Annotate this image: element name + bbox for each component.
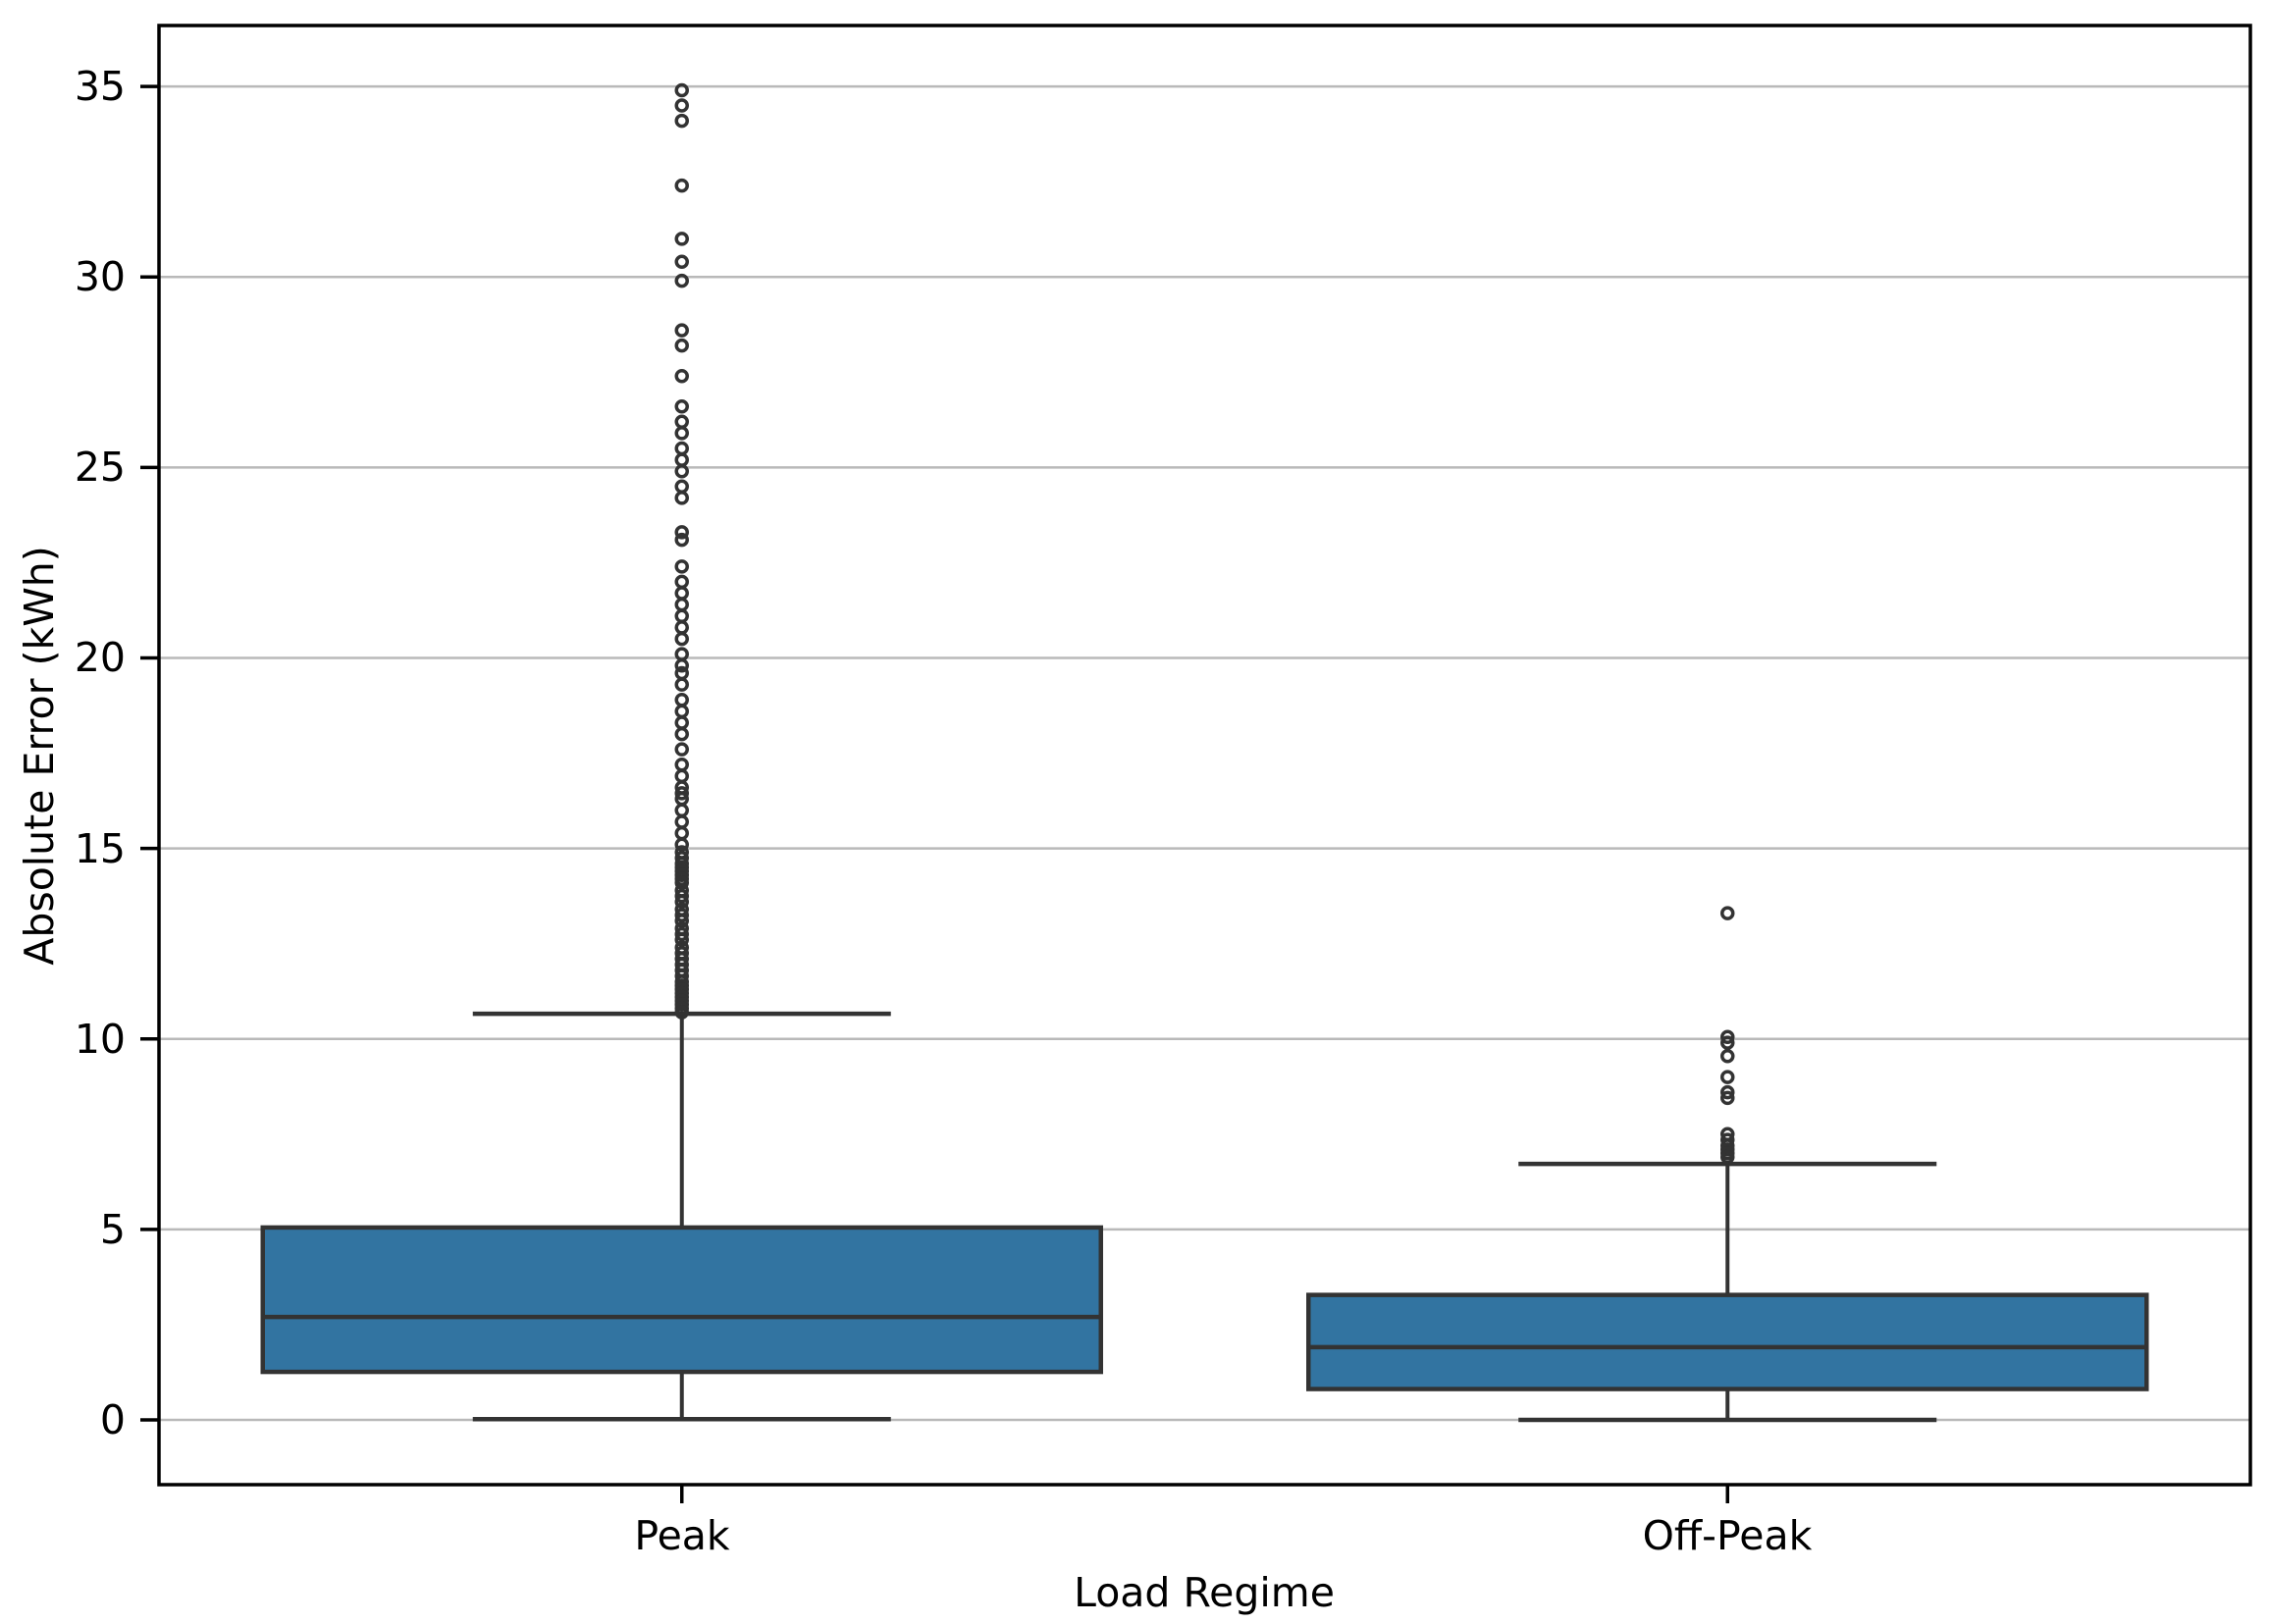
outlier-point-peak bbox=[674, 82, 689, 98]
y-tick-label: 0 bbox=[99, 1395, 126, 1443]
outlier-point-peak bbox=[674, 768, 689, 784]
outlier-point-peak bbox=[674, 479, 689, 495]
outlier-point-peak bbox=[674, 113, 689, 129]
outlier-point-peak bbox=[674, 338, 689, 353]
outlier-point-off-peak bbox=[1720, 1035, 1735, 1050]
outlier-point-off-peak bbox=[1720, 1070, 1735, 1084]
outlier-point-off-peak bbox=[1720, 1029, 1735, 1045]
outlier-point-peak bbox=[674, 786, 689, 801]
box-rect-peak bbox=[260, 1225, 1103, 1375]
outlier-point-peak bbox=[674, 908, 689, 922]
outlier-point-peak bbox=[674, 677, 689, 692]
y-tick-label: 15 bbox=[74, 824, 126, 872]
outlier-point-peak bbox=[674, 98, 689, 113]
plot-border bbox=[157, 24, 2252, 1487]
outlier-point-off-peak bbox=[1720, 1084, 1735, 1100]
outlier-point-peak bbox=[674, 825, 689, 841]
outlier-point-peak bbox=[674, 692, 689, 707]
outlier-point-peak bbox=[674, 254, 689, 269]
outlier-point-peak bbox=[674, 875, 689, 890]
outlier-point-peak bbox=[674, 926, 689, 942]
outlier-point-peak bbox=[674, 323, 689, 338]
outlier-point-peak bbox=[674, 273, 689, 288]
outlier-point-peak bbox=[674, 452, 689, 467]
outlier-point-peak bbox=[674, 665, 689, 681]
y-tick-label: 20 bbox=[74, 634, 126, 682]
outlier-point-peak bbox=[674, 1005, 689, 1020]
y-tick-label: 10 bbox=[74, 1015, 126, 1063]
x-tick-label-off-peak: Off-Peak bbox=[1642, 1512, 1813, 1559]
outlier-point-peak bbox=[674, 757, 689, 772]
outlier-point-peak bbox=[674, 414, 689, 430]
outlier-point-peak bbox=[674, 232, 689, 246]
outlier-point-peak bbox=[674, 894, 689, 910]
outlier-point-peak bbox=[674, 803, 689, 818]
outlier-point-peak bbox=[674, 586, 689, 601]
outlier-point-peak bbox=[674, 178, 689, 193]
outlier-point-peak bbox=[674, 647, 689, 661]
outlier-point-peak bbox=[674, 608, 689, 624]
outlier-point-off-peak bbox=[1720, 906, 1735, 920]
outlier-point-peak bbox=[674, 597, 689, 612]
outlier-point-peak bbox=[674, 715, 689, 730]
x-axis-label: Load Regime bbox=[1074, 1569, 1335, 1616]
outlier-point-peak bbox=[674, 368, 689, 384]
outlier-point-peak bbox=[674, 441, 689, 456]
outlier-point-peak bbox=[674, 559, 689, 574]
outlier-point-peak bbox=[674, 426, 689, 441]
outlier-point-peak bbox=[674, 726, 689, 742]
outlier-point-peak bbox=[674, 888, 689, 904]
y-axis-label: Absolute Error (kWh) bbox=[16, 546, 63, 966]
outlier-point-peak bbox=[674, 574, 689, 590]
y-tick-label: 35 bbox=[74, 63, 126, 111]
outlier-point-off-peak bbox=[1720, 1149, 1735, 1165]
y-tick-label: 30 bbox=[74, 253, 126, 301]
outlier-point-peak bbox=[674, 532, 689, 548]
outlier-point-peak bbox=[674, 814, 689, 829]
outlier-point-peak bbox=[674, 704, 689, 719]
outlier-point-peak bbox=[674, 932, 689, 948]
y-tick-label: 5 bbox=[99, 1205, 126, 1253]
outlier-point-peak bbox=[674, 658, 689, 673]
outlier-point-peak bbox=[674, 914, 689, 928]
outlier-point-peak bbox=[674, 837, 689, 852]
box-rect-off-peak bbox=[1306, 1292, 2149, 1391]
x-tick-label-peak: Peak bbox=[634, 1512, 730, 1559]
outlier-point-peak bbox=[674, 620, 689, 635]
outlier-point-peak bbox=[674, 464, 689, 479]
outlier-point-peak bbox=[674, 742, 689, 757]
outlier-point-peak bbox=[674, 399, 689, 414]
outlier-point-peak bbox=[674, 525, 689, 540]
y-tick-label: 25 bbox=[74, 444, 126, 492]
outlier-point-off-peak bbox=[1720, 1090, 1735, 1106]
outlier-point-peak bbox=[674, 631, 689, 647]
outlier-point-off-peak bbox=[1720, 1048, 1735, 1064]
outlier-point-peak bbox=[674, 491, 689, 505]
